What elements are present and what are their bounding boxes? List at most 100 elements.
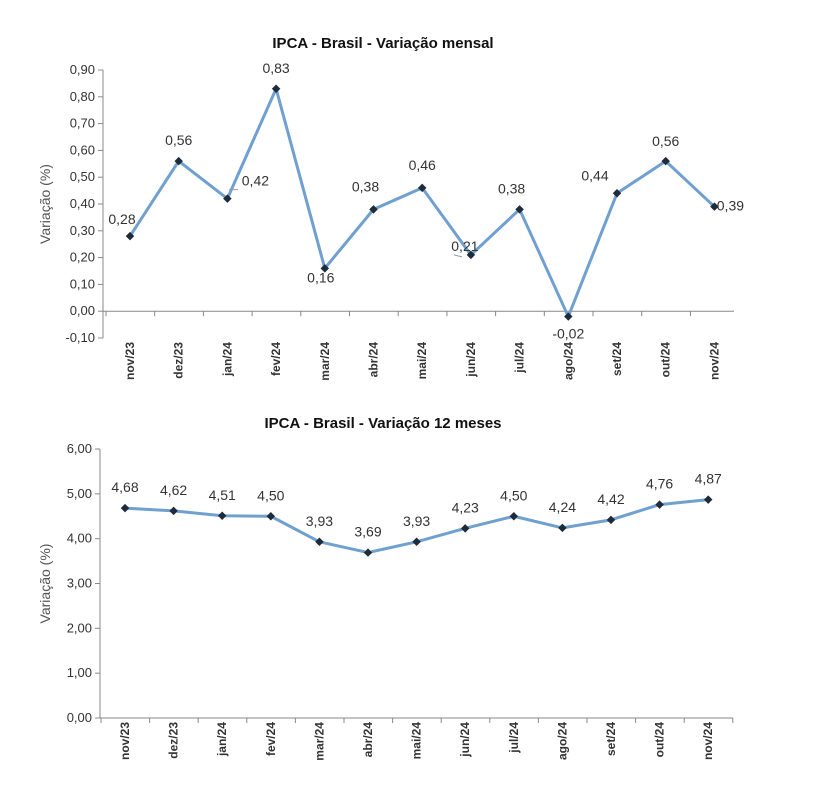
y-tick-label: 3,00: [67, 576, 92, 591]
y-tick-label: 2,00: [67, 620, 92, 635]
x-tick-label: abr/24: [367, 342, 381, 378]
data-label: 3,69: [354, 524, 381, 540]
data-label: 4,50: [257, 487, 284, 503]
x-tick-label: out/24: [659, 342, 673, 378]
data-label: 4,51: [209, 487, 236, 503]
x-tick-label: mai/24: [415, 342, 429, 380]
y-tick-label: 0,00: [70, 303, 95, 318]
data-point: [369, 205, 378, 214]
data-point: [320, 264, 330, 273]
data-point: [606, 515, 616, 525]
x-tick-label: mar/24: [312, 722, 326, 761]
y-tick-label: 0,60: [70, 142, 95, 157]
data-label: -0,02: [552, 326, 584, 342]
data-point: [703, 495, 713, 504]
x-tick-label: set/24: [604, 722, 618, 756]
data-label: 4,23: [452, 499, 479, 515]
data-label: 0,56: [165, 132, 192, 148]
label-leader-line: [453, 254, 463, 258]
data-label: 4,87: [695, 471, 722, 487]
x-tick-label: fev/24: [264, 722, 278, 756]
y-tick-label: 0,10: [70, 276, 95, 291]
x-tick-label: jun/24: [464, 342, 478, 378]
data-label: 0,83: [262, 60, 289, 76]
data-point: [271, 84, 281, 94]
x-tick-label: jul/24: [513, 342, 527, 374]
data-point: [558, 523, 567, 533]
y-tick-label: 0,30: [70, 223, 95, 238]
data-point: [466, 250, 476, 260]
data-point: [169, 506, 178, 516]
data-point: [460, 524, 470, 533]
data-label: 0,39: [717, 198, 744, 214]
y-axis-label: Variação (%): [37, 164, 53, 244]
y-tick-label: 0,50: [70, 169, 95, 184]
y-tick-label: 0,40: [70, 196, 95, 211]
data-label: 0,28: [108, 211, 135, 227]
x-tick-label: nov/24: [701, 722, 715, 760]
x-tick-label: out/24: [653, 722, 667, 758]
x-tick-label: ago/24: [555, 722, 569, 760]
x-tick-label: set/24: [610, 342, 624, 376]
x-tick-label: jul/24: [507, 722, 521, 754]
data-point: [509, 512, 519, 521]
data-point: [217, 511, 227, 521]
y-axis-label: Variação (%): [37, 544, 53, 624]
x-tick-label: ago/24: [561, 342, 575, 380]
x-tick-label: nov/23: [118, 722, 132, 760]
data-label: 0,16: [307, 269, 334, 285]
series-line: [128, 87, 716, 319]
y-tick-label: 0,80: [70, 89, 95, 104]
chart-2: IPCA - Brasil - Variação 12 meses Variaçã…: [37, 415, 734, 761]
data-point: [223, 194, 232, 203]
data-label: 0,46: [409, 157, 436, 173]
data-label: 3,93: [306, 513, 333, 529]
data-label: 0,38: [498, 180, 525, 196]
data-label: 4,50: [500, 487, 527, 503]
data-label: 0,44: [581, 167, 608, 183]
data-point: [120, 503, 130, 513]
x-tick-label: nov/23: [123, 342, 137, 380]
y-tick-label: 5,00: [67, 486, 92, 501]
y-tick-label: 0,70: [70, 116, 95, 131]
x-tick-label: jun/24: [458, 722, 472, 758]
data-label: 3,93: [403, 513, 430, 529]
x-tick-label: mai/24: [410, 722, 424, 760]
x-tick-label: abr/24: [361, 722, 375, 758]
chart-title: IPCA - Brasil - Variação mensal: [272, 35, 493, 52]
data-point: [412, 537, 421, 547]
y-tick-label: -0,10: [65, 330, 95, 345]
data-label: 0,56: [652, 133, 679, 149]
data-label: 4,24: [549, 499, 576, 515]
x-tick-label: mar/24: [318, 342, 332, 381]
data-point: [655, 500, 664, 509]
data-label: 4,76: [646, 476, 673, 492]
data-point: [363, 548, 373, 557]
data-label: 4,62: [160, 482, 187, 498]
y-tick-label: 0,90: [70, 62, 95, 77]
data-point: [564, 312, 573, 321]
x-tick-label: fev/24: [269, 342, 283, 376]
y-tick-label: 1,00: [67, 665, 92, 680]
y-tick-label: 0,20: [70, 250, 95, 265]
x-tick-label: jan/24: [215, 722, 229, 757]
data-label: 0,42: [242, 173, 269, 189]
data-point: [315, 537, 324, 547]
data-point: [125, 231, 135, 241]
chart-title: IPCA - Brasil - Variação 12 meses: [264, 415, 501, 432]
data-label: 0,38: [352, 178, 379, 194]
x-tick-label: jan/24: [220, 342, 234, 377]
data-point: [266, 512, 276, 521]
y-tick-label: 0,00: [67, 710, 92, 725]
x-tick-label: nov/24: [707, 342, 721, 380]
data-point: [174, 156, 183, 166]
x-tick-label: dez/23: [167, 722, 181, 759]
data-label: 4,68: [111, 479, 138, 495]
data-point: [417, 183, 427, 193]
data-label: 4,42: [597, 491, 624, 507]
y-tick-label: 6,00: [67, 441, 92, 456]
x-tick-label: dez/23: [172, 342, 186, 379]
chart-1: IPCA - Brasil - Variação mensal Variação …: [37, 35, 744, 381]
data-label: 0,21: [451, 238, 478, 254]
